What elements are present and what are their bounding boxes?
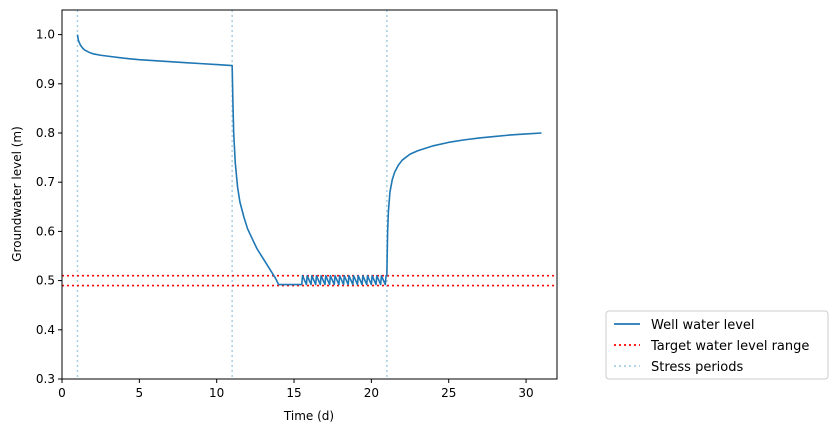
x-tick-label: 10 <box>209 386 224 400</box>
x-axis-title: Time (d) <box>283 409 334 423</box>
well-water-level-line <box>76 34 542 286</box>
y-tick-label: 0.6 <box>36 224 55 238</box>
chart-marks <box>62 10 557 379</box>
x-tick-label: 30 <box>518 386 533 400</box>
y-tick-label: 1.0 <box>36 28 55 42</box>
y-tick-label: 0.5 <box>36 274 55 288</box>
x-axis-ticks: 0 5 10 15 20 25 30 <box>58 379 534 400</box>
legend-label-well-water-level: Well water level <box>651 318 755 333</box>
y-tick-label: 0.9 <box>36 77 55 91</box>
y-axis-title: Groundwater level (m) <box>10 126 24 262</box>
x-tick-label: 5 <box>136 386 144 400</box>
x-tick-label: 15 <box>286 386 301 400</box>
y-tick-label: 0.8 <box>36 126 55 140</box>
y-tick-label: 0.7 <box>36 175 55 189</box>
y-axis-ticks: 0.3 0.4 0.5 0.6 0.7 0.8 0.9 1.0 <box>36 28 62 386</box>
x-tick-label: 0 <box>58 386 66 400</box>
legend-label-target-range: Target water level range <box>650 339 809 354</box>
x-tick-label: 20 <box>364 386 379 400</box>
x-tick-label: 25 <box>441 386 456 400</box>
plot-frame <box>61 9 558 380</box>
legend-label-stress-periods: Stress periods <box>651 360 743 375</box>
y-tick-label: 0.3 <box>36 372 55 386</box>
legend: Well water level Target water level rang… <box>605 310 829 380</box>
plot-background <box>62 10 557 379</box>
legend-box <box>605 310 829 380</box>
y-tick-label: 0.4 <box>36 323 55 337</box>
